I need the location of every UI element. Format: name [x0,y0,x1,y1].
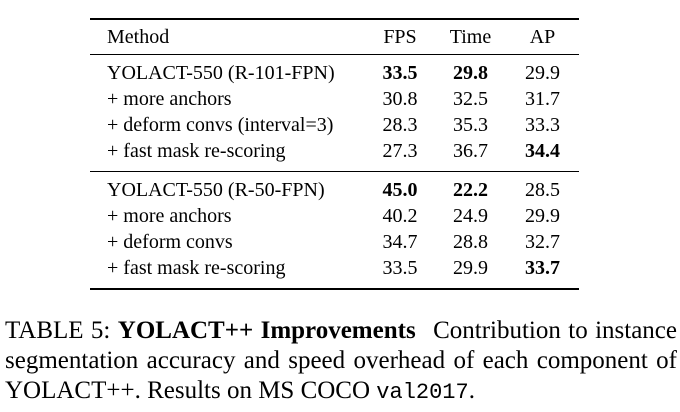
cell-time: 36.7 [453,140,488,162]
table-row: YOLACT-550 (R-50-FPN) 45.0 22.2 28.5 [90,172,579,204]
cell-method: + fast mask re-scoring [107,257,286,279]
cell-fps: 27.3 [382,140,418,162]
cell-time: 32.5 [453,88,488,110]
table-row: YOLACT-550 (R-101-FPN) 33.5 29.8 29.9 [90,55,579,87]
cell-ap: 29.9 [525,62,560,84]
table-row: + fast mask re-scoring 33.5 29.9 33.7 [90,255,579,289]
cell-method: YOLACT-550 (R-101-FPN) [107,62,335,84]
cell-time: 29.8 [453,62,488,84]
cell-method: + more anchors [107,88,232,110]
caption-title: YOLACT++ Improvements [117,317,416,344]
cell-fps: 33.5 [382,62,418,84]
header-time: Time [449,25,492,48]
cell-ap: 33.3 [525,114,560,136]
cell-fps: 33.5 [382,257,418,279]
cell-method: + deform convs [107,231,233,253]
table-caption: TABLE 5: YOLACT++ Improvements Contribut… [5,316,677,408]
cell-time: 35.3 [453,114,488,136]
header-method: Method [107,25,170,48]
caption-body: Contribution to instance segmentation ac… [5,317,677,404]
cell-fps: 34.7 [382,231,418,253]
cell-method: + more anchors [107,205,232,227]
cell-fps: 28.3 [382,114,418,136]
cell-ap: 34.4 [525,140,560,162]
caption-code: val2017 [376,380,469,405]
cell-method: + deform convs (interval=3) [107,114,334,136]
cell-time: 22.2 [453,179,488,201]
table-row: + more anchors 40.2 24.9 29.9 [90,203,579,229]
cell-time: 28.8 [453,231,488,253]
table-row: + fast mask re-scoring 27.3 36.7 34.4 [90,138,579,172]
caption-label: TABLE 5: [5,317,111,344]
cell-fps: 40.2 [382,205,418,227]
cell-time: 24.9 [453,205,488,227]
cell-method: + fast mask re-scoring [107,140,286,162]
cell-ap: 32.7 [525,231,560,253]
cell-ap: 28.5 [525,179,560,201]
header-row: Method FPS Time AP [90,19,579,55]
table-row: + more anchors 30.8 32.5 31.7 [90,86,579,112]
results-table: Method FPS Time AP YOLACT-550 (R-101-FPN… [90,18,579,290]
table-group-r101: YOLACT-550 (R-101-FPN) 33.5 29.8 29.9 + more… [90,55,579,172]
table-group-r50: YOLACT-550 (R-50-FPN) 45.0 22.2 28.5 + more … [90,171,579,290]
table-row: + deform convs 34.7 28.8 32.7 [90,229,579,255]
cell-ap: 33.7 [525,257,560,279]
cell-time: 29.9 [453,257,488,279]
cell-ap: 31.7 [525,88,560,110]
header-ap: AP [529,25,556,48]
cell-ap: 29.9 [525,205,560,227]
caption-period: . [468,377,475,404]
table-header: Method FPS Time AP [90,19,579,55]
cell-method: YOLACT-550 (R-50-FPN) [107,179,325,201]
table-row: + deform convs (interval=3) 28.3 35.3 33.3 [90,112,579,138]
cell-fps: 30.8 [382,88,418,110]
header-fps: FPS [383,25,417,48]
cell-fps: 45.0 [382,179,418,201]
